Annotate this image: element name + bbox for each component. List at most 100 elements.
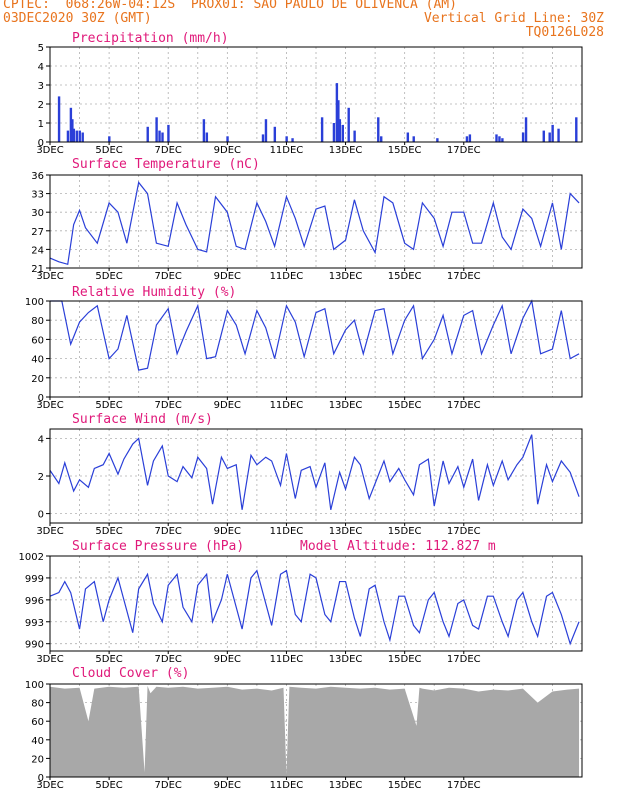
precipitation-bar	[71, 119, 74, 142]
precipitation-bar	[66, 130, 70, 142]
precipitation-ytick-label: 5	[38, 43, 44, 54]
precipitation-bar	[146, 126, 149, 142]
precipitation-xtick-label: 3DEC	[36, 145, 63, 156]
temperature-xtick-label: 5DEC	[95, 271, 122, 282]
precipitation-bar	[412, 136, 415, 142]
cloud-ytick-label: 20	[31, 754, 44, 765]
precipitation-xtick-label: 7DEC	[155, 145, 182, 156]
cloud-title: Cloud Cover (%)	[72, 666, 189, 681]
temperature-title: Surface Temperature (nC)	[72, 157, 260, 172]
pressure-ytick-label: 999	[25, 574, 44, 585]
temperature-ytick-label: 24	[31, 245, 44, 256]
pressure-xtick-label: 3DEC	[36, 654, 63, 665]
humidity-xtick-label: 13DEC	[329, 400, 363, 411]
header-line-2-left: 03DEC2020 30Z (GMT)	[3, 11, 152, 26]
precipitation-xtick-label: 5DEC	[95, 145, 122, 156]
precipitation-bar	[261, 134, 265, 142]
precipitation-bar	[335, 83, 339, 142]
humidity-xtick-label: 5DEC	[95, 400, 122, 411]
precipitation-bar	[264, 119, 268, 142]
temperature-xtick-label: 15DEC	[388, 271, 422, 282]
precipitation-bar	[347, 107, 350, 142]
wind-xtick-label: 5DEC	[95, 526, 122, 537]
humidity-xtick-label: 15DEC	[388, 400, 422, 411]
wind-xtick-label: 3DEC	[36, 526, 63, 537]
temperature-line	[49, 181, 580, 266]
cloud-ytick-label: 80	[31, 699, 44, 710]
precipitation-panel: 0 1 2 3 4 5 3DEC 5DEC 7DEC 9DEC 11DEC 13DEC 15DEC 17D…	[36, 31, 583, 156]
pressure-line	[49, 569, 580, 646]
wind-ytick-label: 2	[38, 472, 44, 483]
cloud-frame	[49, 683, 583, 778]
precipitation-bar	[205, 132, 209, 142]
humidity-ytick-label: 60	[31, 335, 44, 346]
precipitation-title: Precipitation (mm/h)	[72, 31, 229, 46]
pressure-annotation: Model Altitude: 112.827 m	[300, 539, 496, 554]
temperature-xtick-label: 13DEC	[329, 271, 363, 282]
wind-xtick-label: 15DEC	[388, 526, 422, 537]
precipitation-ytick-label: 1	[38, 119, 44, 130]
humidity-ytick-label: 20	[31, 374, 44, 385]
precipitation-bar	[69, 107, 73, 142]
cloud-xtick-label: 17DEC	[447, 780, 481, 791]
pressure-xtick-label: 9DEC	[214, 654, 241, 665]
temperature-xtick-label: 11DEC	[270, 271, 304, 282]
precipitation-bar	[57, 96, 61, 142]
precipitation-bar	[436, 138, 439, 142]
pressure-xtick-label: 7DEC	[155, 654, 182, 665]
humidity-xtick-label: 17DEC	[447, 400, 481, 411]
wind-line	[49, 434, 580, 510]
precipitation-ytick-label: 3	[38, 81, 44, 92]
pressure-xtick-label: 17DEC	[447, 654, 481, 665]
precipitation-bar	[75, 130, 78, 142]
precipitation-bar	[337, 100, 340, 142]
wind-xtick-label: 13DEC	[329, 526, 363, 537]
header-line-2-right: Vertical Grid Line: 30Z	[423, 11, 604, 26]
precipitation-bar	[226, 136, 229, 142]
temperature-panel: 21 24 27 30 33 36 3DEC 5DEC 7DEC 9DEC 11DEC 13DEC 15…	[31, 157, 583, 282]
precipitation-xtick-label: 17DEC	[447, 145, 481, 156]
precipitation-bar	[495, 134, 498, 142]
cloud-area	[50, 685, 580, 777]
temperature-ytick-label: 27	[31, 227, 44, 238]
temperature-frame	[49, 174, 583, 269]
cloud-xtick-label: 7DEC	[155, 780, 182, 791]
precipitation-bar	[202, 119, 206, 142]
pressure-ytick-label: 993	[25, 618, 44, 629]
precipitation-bar	[338, 119, 342, 142]
cloud-xtick-label: 15DEC	[388, 780, 422, 791]
humidity-xtick-label: 9DEC	[214, 400, 241, 411]
cloud-ytick-label: 0	[38, 773, 44, 784]
precipitation-bar	[291, 138, 294, 142]
precipitation-bar	[548, 132, 551, 142]
precipitation-bar	[542, 130, 545, 142]
precipitation-bar	[108, 136, 111, 142]
humidity-ytick-label: 80	[31, 316, 44, 327]
precipitation-bar	[285, 136, 288, 142]
precipitation-frame	[49, 46, 583, 143]
humidity-title: Relative Humidity (%)	[72, 285, 236, 300]
cloud-xtick-label: 9DEC	[214, 780, 241, 791]
wind-xtick-label: 9DEC	[214, 526, 241, 537]
precipitation-bar	[341, 124, 344, 142]
precipitation-bar	[332, 123, 336, 142]
cloud-xtick-label: 11DEC	[270, 780, 304, 791]
precipitation-bar	[72, 128, 76, 142]
wind-panel: 0 2 4 3DEC 5DEC 7DEC 9DEC 11DEC 13DEC 15DEC 17DEC S…	[36, 412, 583, 537]
cloud-ytick-label: 40	[31, 736, 44, 747]
temperature-xtick-label: 3DEC	[36, 271, 63, 282]
humidity-xtick-label: 11DEC	[270, 400, 304, 411]
cloud-xtick-label: 13DEC	[329, 780, 363, 791]
pressure-xtick-label: 15DEC	[388, 654, 422, 665]
precipitation-bar	[167, 124, 170, 142]
temperature-xtick-label: 17DEC	[447, 271, 481, 282]
pressure-ytick-label: 1002	[19, 552, 44, 563]
precipitation-bar	[498, 136, 501, 142]
cloud-ytick-label: 60	[31, 717, 44, 728]
precipitation-bar	[551, 124, 554, 142]
pressure-xtick-label: 5DEC	[95, 654, 122, 665]
temperature-ytick-label: 30	[31, 208, 44, 219]
pressure-frame	[49, 555, 583, 652]
precipitation-bar	[468, 134, 472, 142]
